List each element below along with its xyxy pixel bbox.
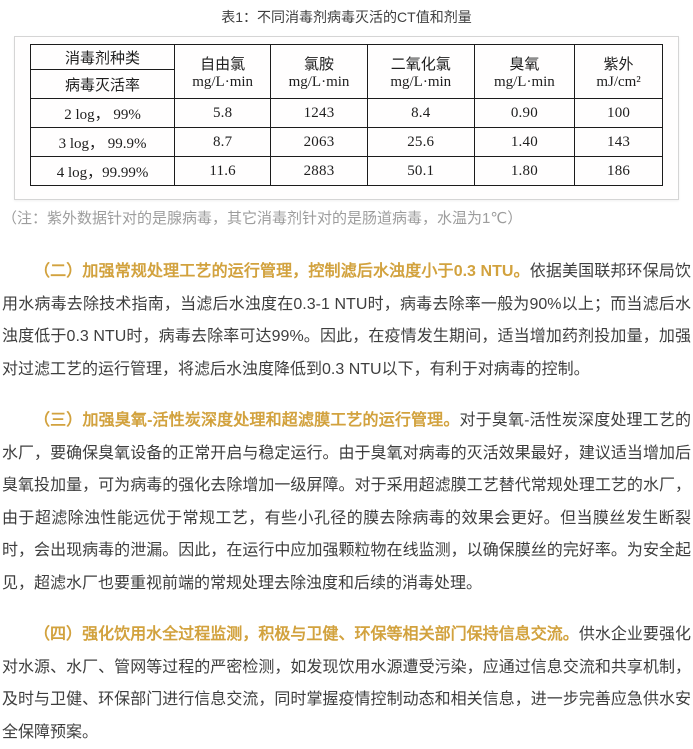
paragraph-heading: （四）强化饮用水全过程监测，积极与卫健、环保等相关部门保持信息交流。 (34, 626, 579, 643)
cell-value: 2063 (270, 127, 368, 157)
table-footnote: （注：紫外数据针对的是腺病毒，其它消毒剂针对的是肠道病毒，水温为1℃） (2, 210, 523, 227)
row-label: 4 log，99.99% (29, 156, 176, 186)
header-chlorine-dioxide: 二氧化氯 mg/L·min (366, 44, 475, 99)
paragraph-section-4: （四）强化饮用水全过程监测，积极与卫健、环保等相关部门保持信息交流。供水企业要强… (2, 619, 691, 749)
table-image-frame: 消毒剂种类 自由氯 mg/L·min 氯胺 mg/L·min 二氧化氯 mg/L… (14, 36, 679, 200)
header-free-chlorine: 自由氯 mg/L·min (174, 44, 272, 99)
cell-value: 25.6 (366, 127, 475, 157)
cell-value: 50.1 (366, 156, 475, 186)
row-label: 2 log， 99% (29, 98, 176, 128)
cell-value: 1243 (270, 98, 368, 128)
header-chloramine: 氯胺 mg/L·min (270, 44, 368, 99)
cell-value: 8.7 (174, 127, 272, 157)
paragraph-section-2: （二）加强常规处理工艺的运行管理，控制滤后水浊度小于0.3 NTU。依据美国联邦… (2, 256, 691, 386)
paragraph-section-3: （三）加强臭氧-活性炭深度处理和超滤膜工艺的运行管理。对于臭氧-活性炭深度处理工… (2, 405, 691, 600)
cell-value: 5.8 (174, 98, 272, 128)
table-title: 表1：不同消毒剂病毒灭活的CT值和剂量 (221, 9, 472, 25)
header-ozone: 臭氧 mg/L·min (473, 44, 576, 99)
cell-value: 0.90 (473, 98, 576, 128)
cell-value: 1.80 (473, 156, 576, 186)
ct-values-table: 消毒剂种类 自由氯 mg/L·min 氯胺 mg/L·min 二氧化氯 mg/L… (29, 44, 663, 186)
paragraph-body: 依据美国联邦环保局饮用水病毒去除技术指南，当滤后水浊度在0.3-1 NTU时，病… (2, 263, 691, 378)
paragraph-heading: （二）加强常规处理工艺的运行管理，控制滤后水浊度小于0.3 NTU。 (34, 263, 530, 280)
cell-value: 2883 (270, 156, 368, 186)
cell-value: 8.4 (366, 98, 475, 128)
header-disinfectant-type: 消毒剂种类 (29, 44, 176, 70)
cell-value: 186 (574, 156, 663, 186)
table-row: 3 log， 99.9% 8.7 2063 25.6 1.40 143 (29, 127, 663, 157)
cell-value: 143 (574, 127, 663, 157)
paragraph-heading: （三）加强臭氧-活性炭深度处理和超滤膜工艺的运行管理。 (34, 412, 460, 429)
header-inactivation-rate: 病毒灭活率 (29, 69, 176, 99)
row-label: 3 log， 99.9% (29, 127, 176, 157)
header-uv: 紫外 mJ/cm² (574, 44, 663, 99)
table-row: 2 log， 99% 5.8 1243 8.4 0.90 100 (29, 98, 663, 128)
document-body: （二）加强常规处理工艺的运行管理，控制滤后水浊度小于0.3 NTU。依据美国联邦… (2, 256, 691, 749)
cell-value: 11.6 (174, 156, 272, 186)
paragraph-body: 对于臭氧-活性炭深度处理工艺的水厂，要确保臭氧设备的正常开启与稳定运行。由于臭氧… (2, 412, 691, 592)
table-row: 4 log，99.99% 11.6 2883 50.1 1.80 186 (29, 156, 663, 186)
paragraph-body: 供水企业要强化对水源、水厂、管网等过程的严密检测，如发现饮用水源遭受污染，应通过… (2, 626, 691, 741)
cell-value: 100 (574, 98, 663, 128)
cell-value: 1.40 (473, 127, 576, 157)
